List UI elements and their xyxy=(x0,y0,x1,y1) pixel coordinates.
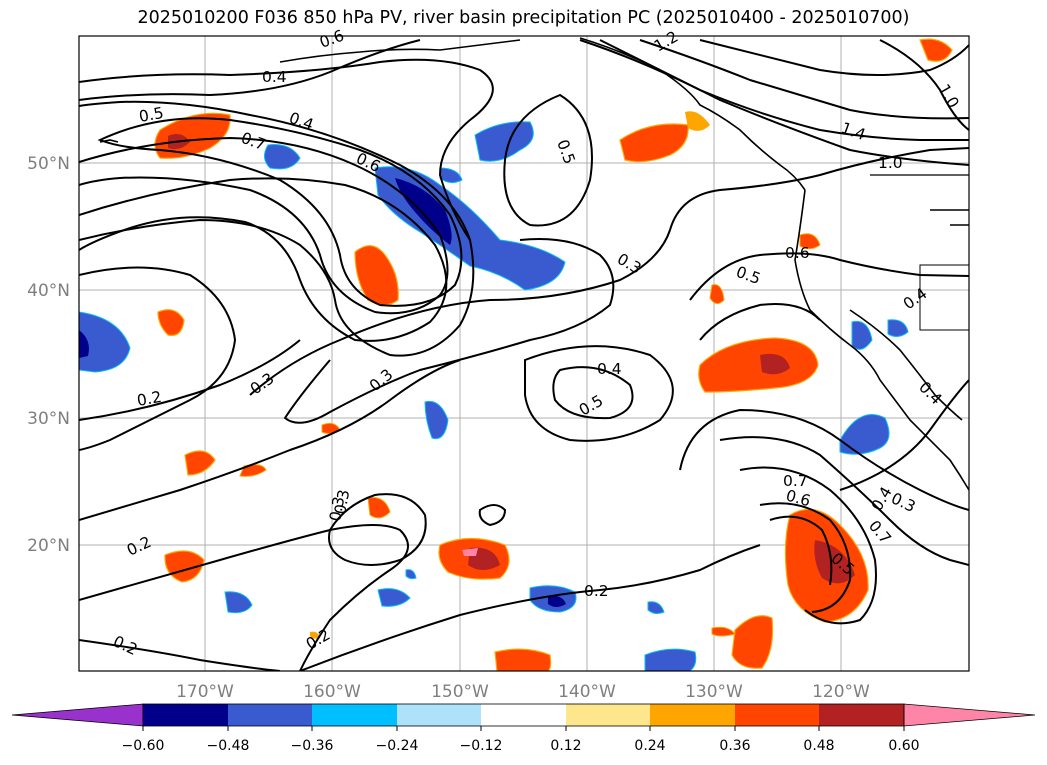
latitude-labels: 50°N 40°N 30°N 20°N xyxy=(27,154,70,556)
contour-label: 0.3 xyxy=(326,495,348,522)
coastline xyxy=(99,37,969,491)
colorbar-tick-label: 0.60 xyxy=(888,738,919,754)
colorbar-swatch xyxy=(566,704,650,726)
lon-tick-label: 170°W xyxy=(176,682,234,702)
precip-negative-shading xyxy=(79,121,909,671)
longitude-labels: 170°W 160°W 150°W 140°W 130°W 120°W xyxy=(176,682,870,702)
contour-label: 0.6 xyxy=(784,486,812,510)
colorbar-tick-label: 0.36 xyxy=(719,738,750,754)
colorbar-tick-label: −0.36 xyxy=(291,738,334,754)
lat-tick-label: 50°N xyxy=(27,154,70,174)
colorbar-tick-label: 0.48 xyxy=(803,738,834,754)
map-title: 2025010200 F036 850 hPa PV, river basin … xyxy=(137,8,910,28)
colorbar-tick-label: 0.12 xyxy=(550,738,581,754)
lon-tick-label: 140°W xyxy=(558,682,616,702)
contour-label: 0.5 xyxy=(138,104,165,126)
colorbar-tick-label: −0.60 xyxy=(122,738,165,754)
contour-label: 0.4 xyxy=(597,360,622,378)
colorbar-swatch xyxy=(650,704,735,726)
colorbar: −0.60 −0.48 −0.36 −0.24 −0.12 0.12 0.24 … xyxy=(11,703,1036,754)
map-frame xyxy=(78,35,970,672)
contour-label: 0.3 xyxy=(331,488,353,515)
colorbar-tick-label: 0.24 xyxy=(634,738,665,754)
colorbar-extend-min xyxy=(11,703,144,727)
lat-tick-label: 40°N xyxy=(27,281,70,301)
contour-label: 0.7 xyxy=(783,472,808,490)
lat-tick-label: 20°N xyxy=(27,536,70,556)
lon-tick-label: 120°W xyxy=(812,682,870,702)
pv-contours xyxy=(79,39,969,671)
lon-tick-label: 130°W xyxy=(685,682,743,702)
lon-tick-label: 150°W xyxy=(431,682,489,702)
colorbar-swatch xyxy=(143,704,228,726)
colorbar-swatch xyxy=(397,704,481,726)
lat-tick-label: 30°N xyxy=(27,409,70,429)
colorbar-swatch xyxy=(228,704,312,726)
colorbar-tick-label: −0.12 xyxy=(460,738,503,754)
contour-label: 0.2 xyxy=(584,582,609,600)
contour-label: 1.0 xyxy=(878,154,903,172)
contour-label: 0.2 xyxy=(136,388,163,410)
lon-tick-label: 160°W xyxy=(303,682,361,702)
contour-label: 0.4 xyxy=(262,68,287,86)
colorbar-swatch xyxy=(312,704,397,726)
colorbar-tick-label: −0.24 xyxy=(376,738,419,754)
colorbar-extend-max xyxy=(903,703,1036,727)
colorbar-swatch xyxy=(819,704,904,726)
contour-label: 0.6 xyxy=(785,244,810,262)
colorbar-swatch xyxy=(481,704,566,726)
colorbar-swatch xyxy=(735,704,819,726)
colorbar-tick-label: −0.48 xyxy=(207,738,250,754)
